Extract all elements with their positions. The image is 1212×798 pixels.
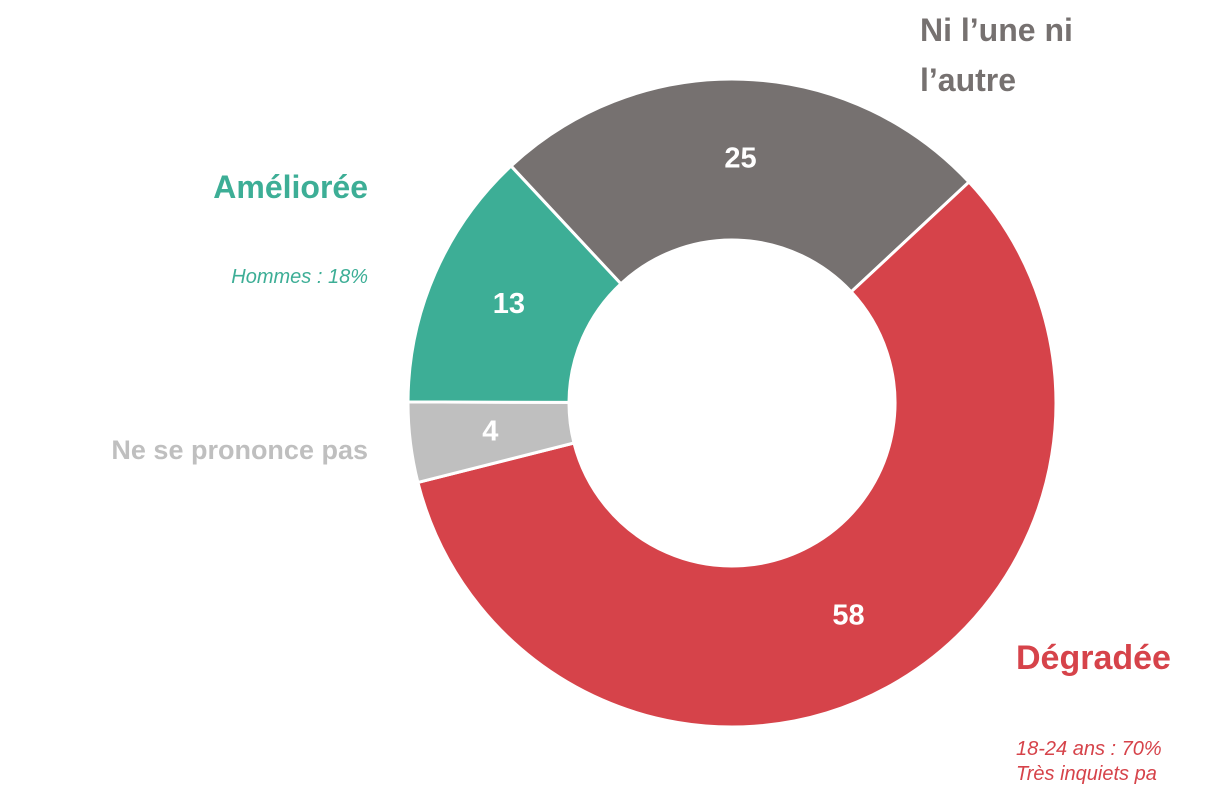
- annotation: 18-24 ans : 70%: [1016, 738, 1162, 760]
- value-label: 13: [493, 288, 525, 320]
- annotation: Hommes : 18%: [231, 266, 368, 288]
- donut-segment: [508, 77, 972, 294]
- category-label: Ni l’une ni l’autre: [920, 12, 1073, 98]
- value-label: 4: [482, 415, 498, 447]
- category-label: Dégradée: [1016, 639, 1171, 677]
- annotation: Très inquiets pa: [1016, 763, 1157, 785]
- value-label: 25: [724, 142, 756, 174]
- category-label: Ne se prononce pas: [111, 435, 368, 465]
- donut-segment: [416, 179, 1058, 729]
- category-label: Améliorée: [213, 169, 368, 205]
- donut-segment: [406, 163, 623, 404]
- value-label: 58: [832, 599, 864, 631]
